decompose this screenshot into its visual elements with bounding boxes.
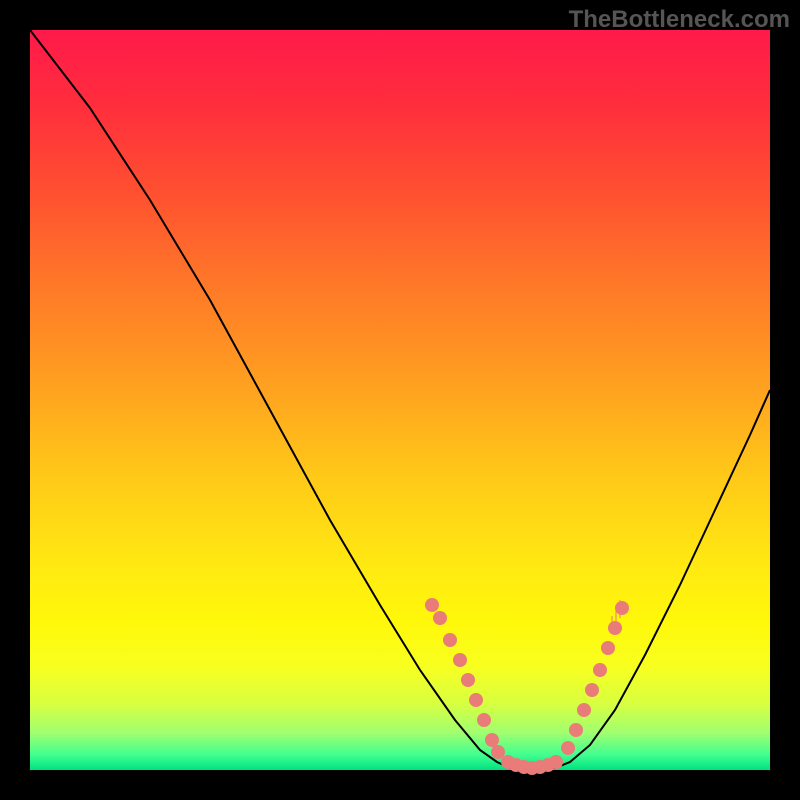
marker-left (461, 673, 475, 687)
marker-left (453, 653, 467, 667)
marker-right (561, 741, 575, 755)
marker-bottom (549, 755, 563, 769)
bottleneck-chart (0, 0, 800, 800)
plot-area (30, 30, 770, 770)
chart-container: TheBottleneck.com (0, 0, 800, 800)
marker-left (443, 633, 457, 647)
marker-left (485, 733, 499, 747)
marker-right (608, 621, 622, 635)
marker-left (469, 693, 483, 707)
marker-left (433, 611, 447, 625)
marker-left (491, 745, 505, 759)
marker-left (425, 598, 439, 612)
marker-right (601, 641, 615, 655)
marker-right (593, 663, 607, 677)
marker-right (577, 703, 591, 717)
marker-left (477, 713, 491, 727)
marker-right (615, 601, 629, 615)
watermark: TheBottleneck.com (569, 6, 790, 34)
marker-right (585, 683, 599, 697)
marker-right (569, 723, 583, 737)
